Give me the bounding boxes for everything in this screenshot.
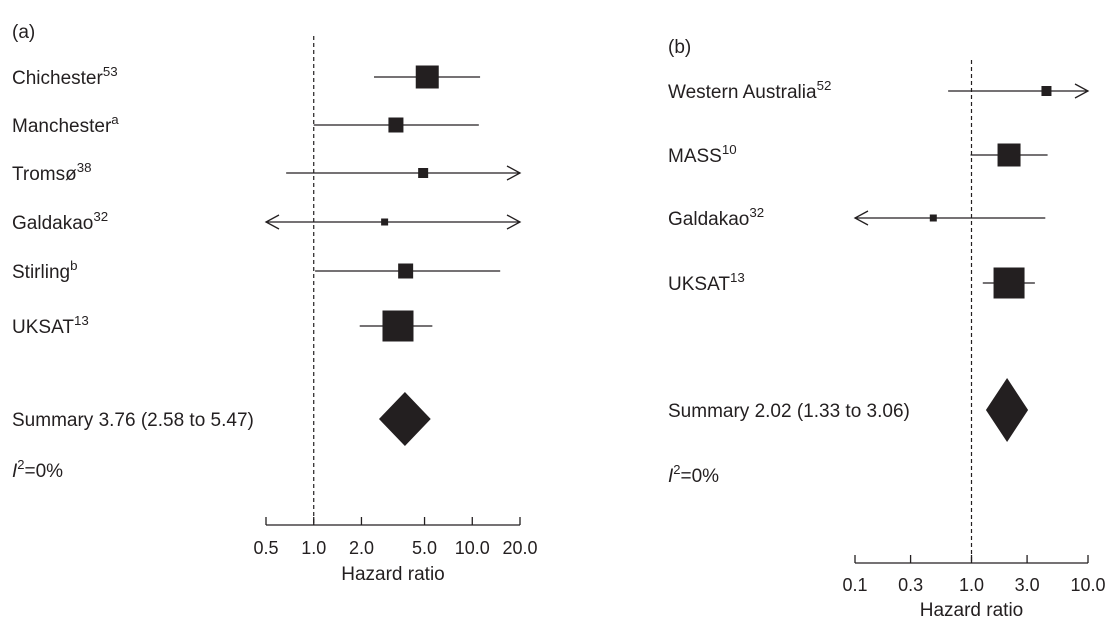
i2-superscript: 2: [673, 462, 680, 477]
x-tick-label: 0.5: [253, 538, 278, 558]
study-name: Western Australia: [668, 82, 817, 103]
i2-symbol: I: [12, 461, 18, 482]
ci-arrow-left: [853, 210, 869, 226]
study-reference: 13: [74, 313, 89, 328]
study-label: Galdakao32: [12, 209, 108, 234]
study-reference: 32: [93, 209, 108, 224]
i2-superscript: 2: [17, 457, 24, 472]
study-label: Chichester53: [12, 64, 118, 89]
study-label: Stirlingb: [12, 258, 77, 283]
x-tick-label: 1.0: [959, 575, 984, 595]
point-estimate-square: [388, 117, 404, 133]
x-tick-label: 3.0: [1015, 575, 1040, 595]
i2-symbol: I: [668, 466, 674, 487]
x-tick-label: 20.0: [502, 538, 537, 558]
point-estimate-square: [415, 65, 439, 89]
summary-diamond: [985, 378, 1029, 442]
x-tick-label: 10.0: [455, 538, 490, 558]
i2-value: =0%: [681, 466, 720, 487]
point-estimate-square: [993, 267, 1025, 299]
point-estimate-square: [398, 263, 414, 279]
panel-title: (b): [668, 37, 691, 58]
study-name: Galdakao: [668, 209, 749, 230]
point-estimate-square: [381, 218, 389, 226]
study-name: Galdakao: [12, 213, 93, 234]
study-reference: 13: [730, 270, 745, 285]
ci-arrow-right: [1074, 83, 1090, 99]
x-tick-label: 0.3: [898, 575, 923, 595]
x-tick-label: 0.1: [842, 575, 867, 595]
study-name: Stirling: [12, 262, 70, 283]
study-reference: 52: [817, 78, 832, 93]
study-reference: b: [70, 258, 77, 273]
point-estimate-square: [1041, 86, 1052, 96]
point-estimate-square: [382, 310, 414, 342]
summary-label: Summary 2.02 (1.33 to 3.06): [668, 401, 910, 422]
x-axis-label: Hazard ratio: [920, 600, 1024, 619]
study-label: UKSAT13: [668, 270, 745, 295]
study-reference: a: [111, 112, 119, 127]
study-name: MASS: [668, 146, 722, 167]
study-reference: 38: [77, 160, 92, 175]
x-tick-label: 10.0: [1070, 575, 1105, 595]
study-label: Galdakao32: [668, 205, 764, 230]
study-name: UKSAT: [668, 274, 730, 295]
study-reference: 10: [722, 142, 737, 157]
study-reference: 32: [749, 205, 764, 220]
point-estimate-square: [929, 214, 937, 222]
ci-arrow-left: [264, 214, 280, 230]
heterogeneity-label: I2=0%: [12, 457, 63, 482]
study-name: Chichester: [12, 68, 103, 89]
x-tick-label: 2.0: [349, 538, 374, 558]
study-name: Tromsø: [12, 164, 77, 185]
heterogeneity-label: I2=0%: [668, 462, 719, 487]
ci-arrow-right: [506, 214, 522, 230]
study-name: UKSAT: [12, 317, 74, 338]
point-estimate-square: [418, 168, 429, 178]
study-label: Manchestera: [12, 112, 119, 137]
i2-value: =0%: [25, 461, 64, 482]
study-label: MASS10: [668, 142, 737, 167]
summary-label: Summary 3.76 (2.58 to 5.47): [12, 410, 254, 431]
study-label: Tromsø38: [12, 160, 92, 185]
study-label: Western Australia52: [668, 78, 831, 103]
ci-arrow-right: [506, 165, 522, 181]
panel-title: (a): [12, 22, 35, 43]
x-tick-label: 5.0: [412, 538, 437, 558]
study-label: UKSAT13: [12, 313, 89, 338]
point-estimate-square: [997, 143, 1021, 167]
study-name: Manchester: [12, 116, 112, 137]
summary-diamond: [378, 392, 431, 446]
x-axis-label: Hazard ratio: [341, 564, 445, 585]
study-reference: 53: [103, 64, 118, 79]
x-tick-label: 1.0: [301, 538, 326, 558]
